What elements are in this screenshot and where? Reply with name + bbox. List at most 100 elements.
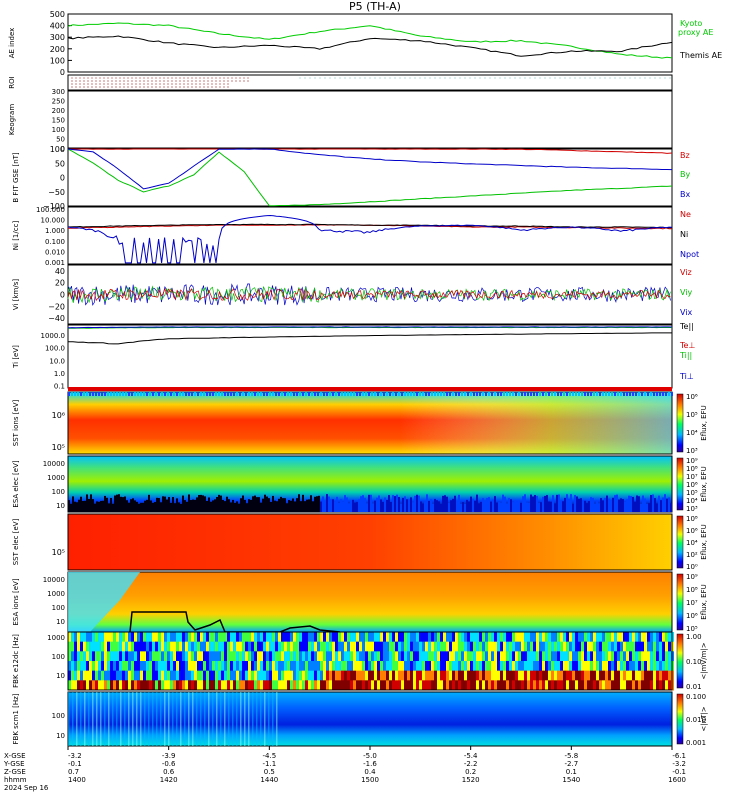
esa-elec-low: [670, 503, 672, 512]
fbk-e-cell: [632, 651, 635, 662]
fbk-e-cell: [422, 661, 425, 672]
roi-dot: [131, 77, 133, 79]
fbk-e-cell: [98, 661, 101, 672]
fbk-e-cell: [641, 651, 644, 662]
fbk-e-cell: [206, 632, 209, 643]
esa-elec-low: [590, 497, 592, 512]
fbk-e-cell: [275, 651, 278, 662]
fbk-e-cell: [275, 661, 278, 672]
fbk-e-cell: [470, 641, 473, 652]
fbk-e-cell: [260, 632, 263, 643]
esa-ion-cbar-tick: 10⁶: [686, 612, 698, 620]
fbk-e-cell: [632, 632, 635, 643]
fbk-e-cell: [197, 632, 200, 643]
sst-ion-noise: [236, 392, 238, 396]
esa-elec-low: [578, 498, 580, 512]
fbk-e-cell: [572, 661, 575, 672]
fbk-e-cell: [584, 632, 587, 643]
roi-dot: [215, 86, 217, 88]
fbk-e-cell: [602, 661, 605, 672]
fbk-e-cell: [377, 632, 380, 643]
fbk-e-cell: [245, 680, 248, 691]
fbk-e-cell: [350, 632, 353, 643]
fbk-e-cell: [107, 670, 110, 681]
esa-elec-low: [406, 499, 408, 512]
esa-elec-low: [382, 501, 384, 512]
axis-z-gse: 0.5: [264, 768, 275, 776]
sst-ion-noise: [344, 392, 346, 396]
roi-dot: [629, 77, 631, 79]
fbk-e-cell: [227, 670, 230, 681]
fbk-e-cell: [575, 651, 578, 662]
fbk-e-cell: [74, 670, 77, 681]
fbk-e-cell: [170, 680, 173, 691]
velocity-series-0: [67, 283, 671, 306]
fbk-e-cell: [578, 632, 581, 643]
fbk-e-cell: [386, 661, 389, 672]
axis-z-gse: 0.4: [364, 768, 376, 776]
fbk-e-cell: [161, 670, 164, 681]
fbk-e-cell: [74, 632, 77, 643]
esa-elec-low: [464, 503, 466, 512]
esa-elec-low: [280, 496, 282, 512]
roi-dot: [175, 80, 177, 82]
esa-elec-low: [226, 496, 228, 512]
fbk-e-cell: [203, 632, 206, 643]
roi-dot: [167, 77, 169, 79]
fbk-e-cell: [185, 670, 188, 681]
fbk-e-cell: [569, 680, 572, 691]
roi-dot: [469, 77, 471, 79]
esa-elec-low: [620, 498, 622, 512]
fbk-e-cell: [374, 661, 377, 672]
fbk-e-cell: [416, 632, 419, 643]
plot-title: P5 (TH-A): [349, 0, 401, 13]
sst-ion-noise: [203, 392, 205, 396]
roi-dot: [594, 77, 596, 79]
roi-dot: [634, 77, 636, 79]
axis-y-gse: -1.6: [363, 760, 377, 768]
roi-dot: [211, 83, 213, 85]
velocity-ytick: 0: [60, 291, 65, 300]
fbk-e-cell: [209, 661, 212, 672]
sst-ion-noise: [413, 392, 415, 396]
esa-elec-low: [452, 498, 454, 512]
fbk-e-cell: [605, 632, 608, 643]
fbk-e-cell: [509, 661, 512, 672]
fbk-e-cell: [134, 641, 137, 652]
fbk-e-cell: [116, 680, 119, 691]
fbk-e-cell: [206, 661, 209, 672]
roi-dot: [163, 86, 165, 88]
esa-elec-low: [304, 501, 306, 512]
sst-ion-noise: [455, 392, 457, 396]
fbk-e-cell: [293, 680, 296, 691]
fbk-e-cell: [518, 632, 521, 643]
roi-dot: [155, 86, 157, 88]
sst-ion-noise: [425, 392, 427, 396]
sst-ion-noise: [230, 392, 232, 396]
roi-dot: [171, 86, 173, 88]
fbk-e-cell: [425, 632, 428, 643]
fbk-e-cell: [509, 670, 512, 681]
esa-elec-low: [484, 501, 486, 512]
roi-dot: [127, 86, 129, 88]
sst-ion-noise: [320, 392, 322, 396]
fbk-e-cell: [269, 680, 272, 691]
sst-ion-noise: [596, 392, 598, 396]
sst-ion-noise: [617, 392, 619, 396]
esa-elec-low: [258, 497, 260, 512]
roi-dot: [187, 77, 189, 79]
esa-elec-low: [326, 494, 328, 512]
fbk-e-cell: [266, 661, 269, 672]
roi-dot: [79, 83, 81, 85]
roi-dot: [111, 83, 113, 85]
esa-elec-low: [332, 499, 334, 512]
roi-dot: [147, 83, 149, 85]
fbk-e-cell: [329, 651, 332, 662]
esa-ion-cbar-label: Eflux, EFU: [700, 584, 708, 619]
sst-ion-noise: [560, 392, 562, 396]
fbk-e-cell: [239, 680, 242, 691]
esa-elec-low: [418, 495, 420, 512]
fbk-e-cell: [605, 680, 608, 691]
sst-ion-noise: [485, 392, 487, 396]
sst-ion-noise: [152, 392, 154, 396]
